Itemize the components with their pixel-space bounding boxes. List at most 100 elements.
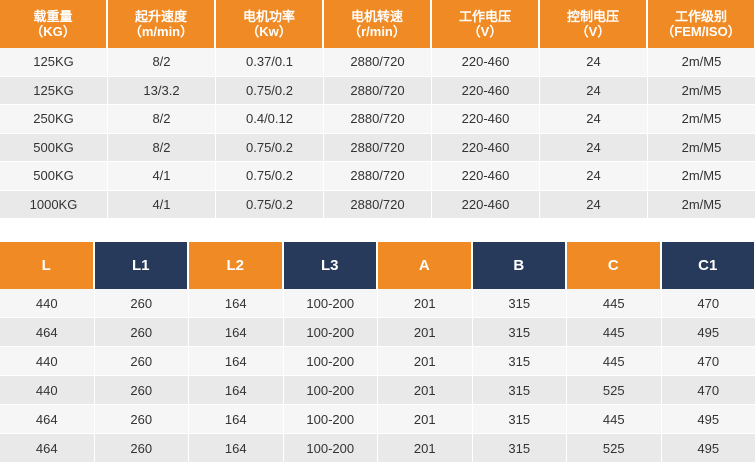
cell-text: 控制电压 [566,9,619,24]
table-cell: 220-460 [432,190,540,219]
table-cell: 0.37/0.1 [216,48,324,77]
cell-text: 0.75/0.2 [246,82,293,98]
cell-text: 260 [130,382,153,398]
table-cell: 495 [661,318,756,347]
cell-text: 220-460 [461,111,510,127]
table-cell: 164 [189,347,284,376]
header-cell: 工作电压 （V） [432,0,540,48]
table-cell: 2880/720 [324,48,432,77]
cell-text: 201 [413,324,436,340]
table-cell: 100-200 [283,376,378,405]
table-cell: 440 [0,347,95,376]
header-cell: L2 [189,242,284,289]
table-cell: 2880/720 [324,76,432,105]
cell-text: 164 [224,382,247,398]
cell-text: 0.4/0.12 [246,111,293,127]
table-cell: 164 [189,318,284,347]
cell-text: 315 [508,353,531,369]
cell-text: 164 [224,324,247,340]
table-cell: 13/3.2 [108,76,216,105]
table-cell: 24 [540,105,648,134]
table-cell: 164 [189,289,284,318]
table-cell: 0.75/0.2 [216,190,324,219]
cell-text: 0.37/0.1 [246,54,293,70]
cell-text: 445 [602,324,625,340]
table-cell: 24 [540,162,648,191]
table-cell: 2m/M5 [648,105,756,134]
table-cell: 201 [378,347,473,376]
cell-text: 464 [35,440,58,456]
table-cell: 470 [661,347,756,376]
cell-text: 464 [35,324,58,340]
cell-text: 100-200 [306,382,355,398]
cell-text: C [607,257,619,274]
table-cell: 24 [540,48,648,77]
cell-text: B [513,257,525,274]
table-cell: 2880/720 [324,190,432,219]
table-cell: 0.4/0.12 [216,105,324,134]
table-cell: 100-200 [283,405,378,434]
table-cell: 0.75/0.2 [216,162,324,191]
cell-text: 工作级别 [674,9,727,24]
table-cell: 125KG [0,76,108,105]
cell-text: 315 [508,440,531,456]
header-cell: A [378,242,473,289]
cell-text: 4/1 [152,196,171,212]
table-cell: 100-200 [283,347,378,376]
cell-text: 24 [586,139,601,155]
cell-text: （KG） [30,24,76,39]
table-cell: 0.75/0.2 [216,133,324,162]
cell-text: 2m/M5 [681,139,722,155]
cell-text: 24 [586,82,601,98]
cell-text: 260 [130,324,153,340]
header-cell: C [567,242,662,289]
cell-text: 201 [413,411,436,427]
cell-text: 201 [413,353,436,369]
cell-text: 164 [224,295,247,311]
table-cell: 315 [472,347,567,376]
cell-text: 164 [224,440,247,456]
table-cell: 2m/M5 [648,190,756,219]
cell-text: 500KG [33,139,74,155]
cell-text: 100-200 [306,353,355,369]
table-cell: 4/1 [108,162,216,191]
header-cell: B [472,242,567,289]
table-cell: 260 [94,434,189,463]
cell-text: 125KG [33,82,74,98]
table-cell: 220-460 [432,162,540,191]
table-cell: 24 [540,190,648,219]
cell-text: L [41,257,51,274]
cell-text: 2880/720 [350,54,405,70]
cell-text: 1000KG [29,196,78,212]
header-cell: 电机功率 （Kw） [216,0,324,48]
cell-text: 260 [130,353,153,369]
table-cell: 260 [94,289,189,318]
cell-text: 201 [413,382,436,398]
cell-text: 起升速度 [134,9,187,24]
cell-text: 2880/720 [350,168,405,184]
table-cell: 500KG [0,133,108,162]
cell-text: 0.75/0.2 [246,168,293,184]
table-cell: 100-200 [283,434,378,463]
cell-text: 13/3.2 [143,82,180,98]
cell-text: A [418,257,430,274]
cell-text: （Kw） [246,24,292,39]
cell-text: 440 [35,295,58,311]
table-cell: 2880/720 [324,133,432,162]
cell-text: 495 [697,411,720,427]
table-cell: 260 [94,405,189,434]
table-cell: 164 [189,376,284,405]
cell-text: 164 [224,411,247,427]
cell-text: 440 [35,353,58,369]
cell-text: 0.75/0.2 [246,139,293,155]
table-cell: 220-460 [432,133,540,162]
table-cell: 445 [567,289,662,318]
cell-text: 525 [602,382,625,398]
cell-text: 0.75/0.2 [246,196,293,212]
cell-text: 445 [602,295,625,311]
cell-text: 125KG [33,54,74,70]
table-cell: 464 [0,405,95,434]
cell-text: （m/min） [128,24,194,39]
cell-text: 2m/M5 [681,111,722,127]
